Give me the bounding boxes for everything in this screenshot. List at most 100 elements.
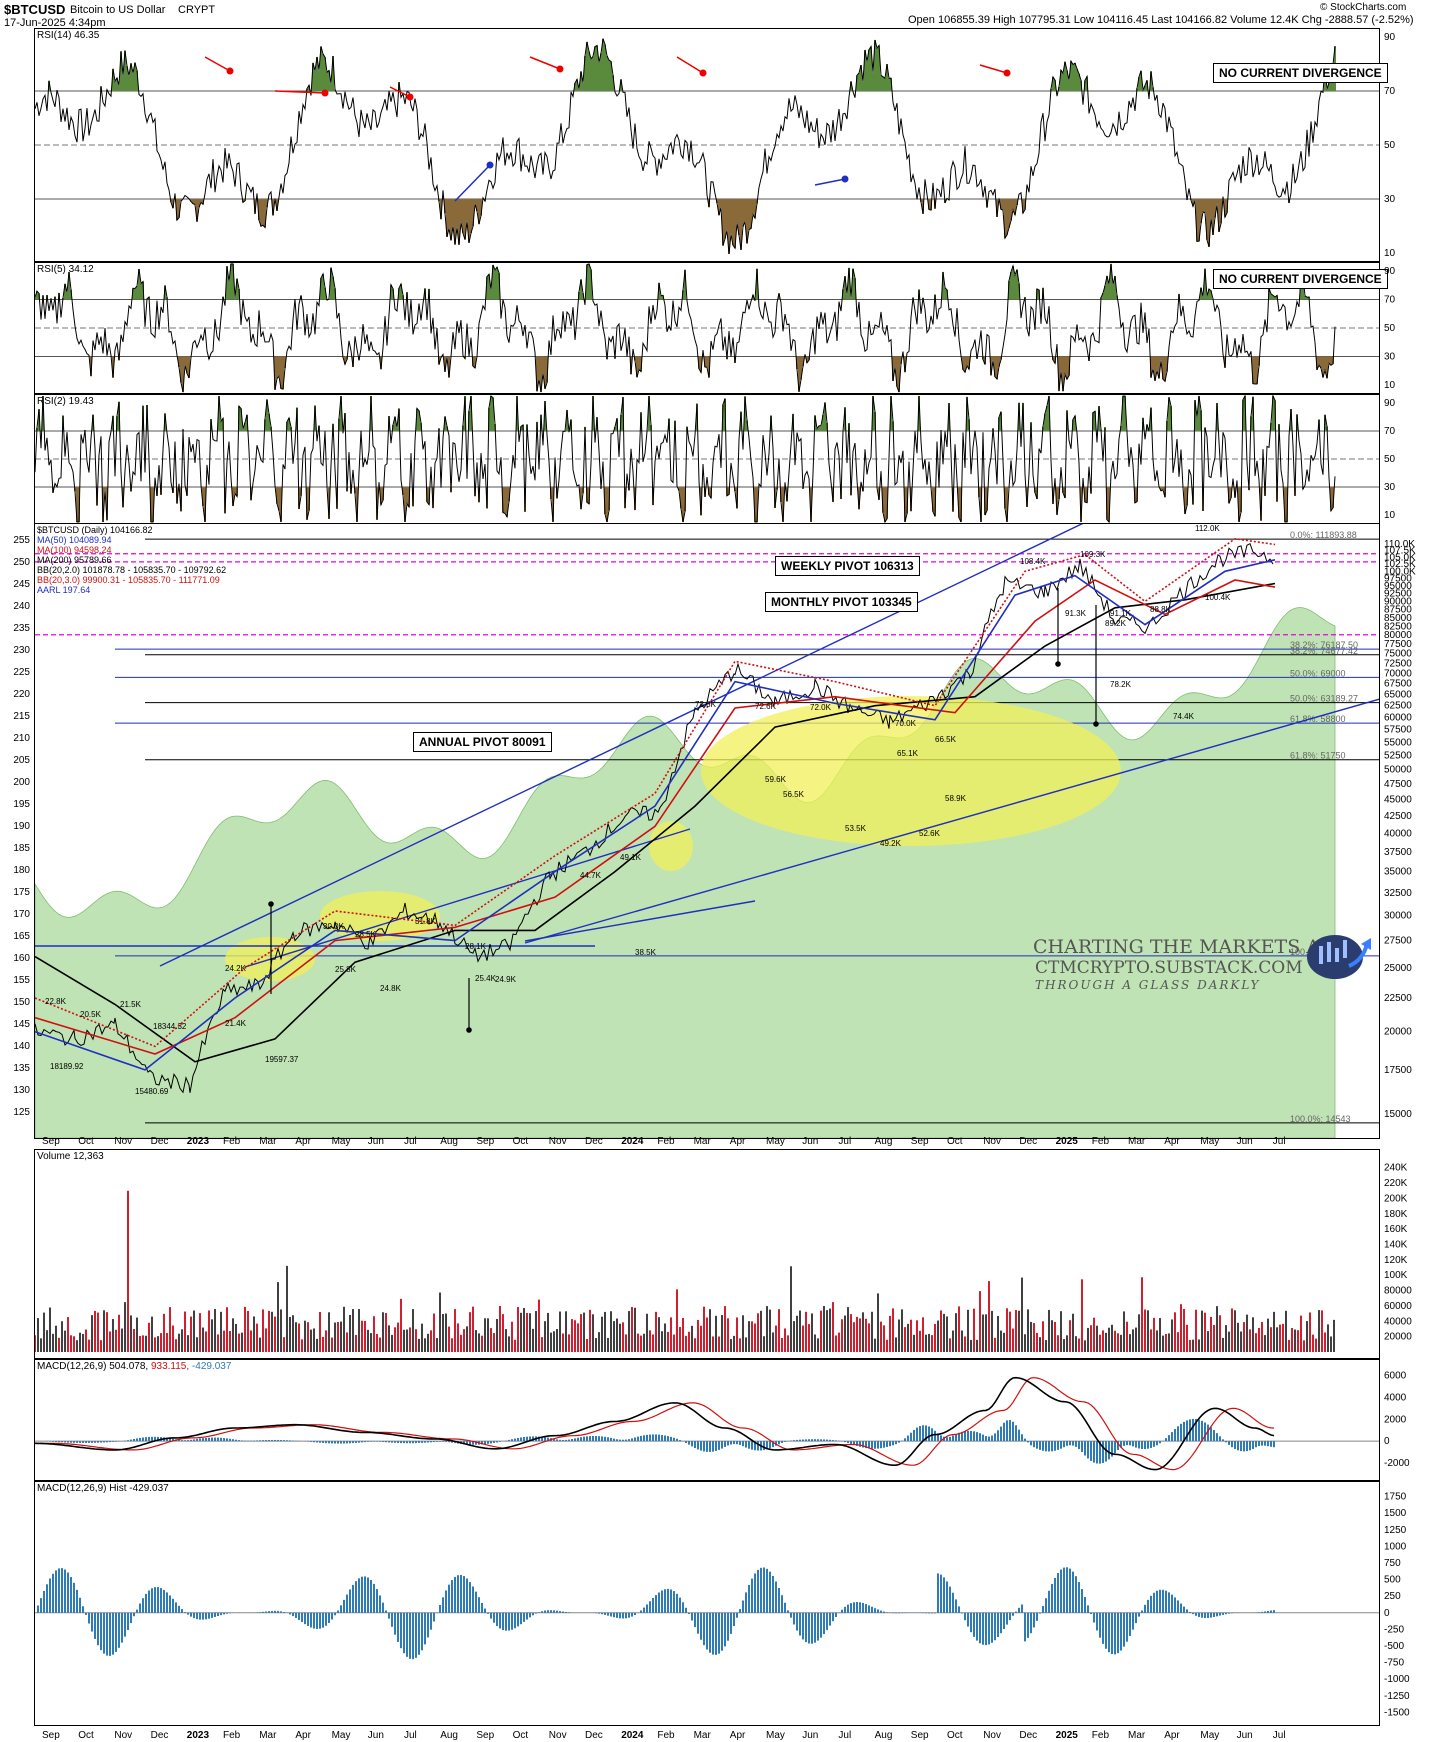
month-label: Oct	[78, 1136, 94, 1147]
price-annotation: 31.8K	[415, 917, 437, 926]
month-label: May	[766, 1730, 785, 1741]
rsi2-axis: 90 70 50 30 10	[1384, 398, 1396, 521]
price-tick-label: 22500	[1384, 993, 1412, 1004]
price-tick-label: 100.0K	[1384, 566, 1416, 577]
watermark-line1: CHARTING THE MARKETS AT	[1033, 936, 1332, 958]
price-line	[35, 543, 1274, 1094]
month-label: Aug	[440, 1136, 458, 1147]
price-tick-label: 27500	[1384, 936, 1412, 947]
hist-tick-label: 1500	[1384, 1508, 1407, 1519]
chart-date: 17-Jun-2025 4:34pm	[4, 17, 106, 29]
month-label: Nov	[983, 1136, 1001, 1147]
volume-tick-label: 180K	[1384, 1209, 1408, 1220]
divergence-arrowhead	[699, 69, 707, 77]
price-annotation: 70.0K	[895, 719, 917, 728]
price-tick-label: 92500	[1384, 589, 1412, 600]
hist-tick-label: 1750	[1384, 1492, 1407, 1503]
month-label: Apr	[730, 1136, 746, 1147]
price-tick-label: 45000	[1384, 795, 1412, 806]
ma200-line	[35, 582, 1276, 1063]
tick-label: 70	[1384, 295, 1396, 306]
month-label: Jul	[838, 1730, 851, 1741]
month-label: Aug	[440, 1730, 458, 1741]
divergence-arrowhead	[841, 175, 849, 183]
hist-tick-label: 1250	[1384, 1525, 1407, 1536]
stockcharts-credit: © StockCharts.com	[1320, 2, 1407, 13]
month-label: Feb	[1092, 1136, 1110, 1147]
fib-label: 50.0%: 69000	[1290, 668, 1346, 678]
price-tick-label: 90000	[1384, 596, 1412, 607]
month-label: Mar	[1128, 1136, 1146, 1147]
macd-tick-label: 0	[1384, 1436, 1390, 1447]
aarl-tick-label: 135	[13, 1063, 30, 1074]
tick-label: 70	[1384, 426, 1396, 437]
price-tick-label: 60000	[1384, 712, 1412, 723]
divergence-arrowhead	[226, 67, 234, 75]
price-tick-label: 97500	[1384, 574, 1412, 585]
aarl-tick-label: 235	[13, 623, 30, 634]
price-annotation: 49.1K	[620, 853, 642, 862]
rsi14-callout: NO CURRENT DIVERGENCE	[1213, 63, 1388, 83]
month-label: Dec	[585, 1136, 603, 1147]
volume-axis: 240K 220K 200K 180K 160K 140K 120K 100K 80000 600…	[1384, 1163, 1412, 1343]
price-annotation: 18189.92	[50, 1062, 84, 1071]
price-tick-label: 67500	[1384, 679, 1412, 690]
tick-label: 30	[1384, 352, 1396, 363]
aarl-tick-label: 155	[13, 975, 30, 986]
tick-label: 10	[1384, 510, 1396, 521]
price-tick-label: 75000	[1384, 649, 1412, 660]
month-label: Mar	[694, 1730, 712, 1741]
quote-line: Open 106855.39 High 107795.31 Low 104116…	[908, 14, 1414, 26]
month-label: Jul	[838, 1136, 851, 1147]
price-annotation: 49.2K	[880, 839, 902, 848]
month-label: Mar	[1128, 1730, 1146, 1741]
fib-label: 38.2%: 76187.50	[1290, 640, 1358, 650]
hist-tick-label: -1250	[1384, 1691, 1410, 1702]
volume-tick-label: 80000	[1384, 1286, 1412, 1297]
volume-tick-label: 60000	[1384, 1301, 1412, 1312]
month-label: May	[332, 1730, 351, 1741]
price-tick-label: 32500	[1384, 888, 1412, 899]
price-tick-label: 47500	[1384, 779, 1412, 790]
projection-arrowhead	[1055, 661, 1061, 667]
price-tick-label: 77500	[1384, 639, 1412, 650]
divergence-line	[814, 178, 846, 186]
fib-label: 61.8%: 51750	[1290, 751, 1346, 761]
legend-entry: BB(20,3.0) 99900.31 - 105835.70 - 111771…	[37, 575, 220, 585]
weekly-pivot-label: WEEKLY PIVOT 106313	[775, 556, 920, 576]
aarl-tick-label: 170	[13, 909, 30, 920]
macd-tick-label: 4000	[1384, 1392, 1407, 1403]
month-label: Oct	[513, 1136, 529, 1147]
month-label: Oct	[947, 1730, 963, 1741]
month-axis-bottom: Sep Oct Nov Dec 2023 Feb Mar Apr May Jun Jul Aug Sep…	[42, 1730, 1286, 1741]
hist-tick-label: 1000	[1384, 1541, 1407, 1552]
month-label: Jun	[802, 1136, 818, 1147]
hist-panel: MACD(12,26,9) Hist -429.037	[34, 1481, 1380, 1726]
aarl-tick-label: 130	[13, 1085, 30, 1096]
price-tick-label: 107.5K	[1384, 546, 1416, 557]
hist-label: MACD(12,26,9) Hist -429.037	[37, 1483, 169, 1494]
price-left-axis: 255 250 245 240 235 230 225 220 215 210 205 200 195 1…	[13, 535, 30, 1118]
rsi14-axis: 90 70 50 30 10	[1384, 32, 1396, 259]
macd-tick-label: -2000	[1384, 1458, 1410, 1469]
price-tick-label: 87500	[1384, 604, 1412, 615]
price-annotation: 44.7K	[580, 871, 602, 880]
fib-label: 100.0%: 14543	[1290, 1114, 1351, 1124]
aarl-tick-label: 190	[13, 821, 30, 832]
divergence-line	[204, 56, 231, 72]
aarl-tick-label: 225	[13, 667, 30, 678]
month-label: Feb	[223, 1730, 241, 1741]
price-tick-label: 110.0K	[1384, 539, 1415, 550]
price-annotation: 53.5K	[845, 824, 867, 833]
fib-label: 38.2%: 74677.42	[1290, 646, 1358, 656]
consolidation-highlight	[649, 821, 693, 871]
aarl-area	[35, 607, 1336, 1138]
macd-panel: MACD(12,26,9) 504.078, 933.115, -429.037	[34, 1359, 1380, 1481]
price-annotation: 30.0K	[323, 922, 345, 931]
divergence-line	[676, 56, 704, 74]
aarl-tick-label: 160	[13, 953, 30, 964]
macd-label-signal: 933.115,	[150, 1361, 190, 1372]
rsi2-panel: RSI(2) 19.43	[34, 394, 1380, 524]
aarl-tick-label: 175	[13, 887, 30, 898]
month-label: Sep	[476, 1730, 494, 1741]
